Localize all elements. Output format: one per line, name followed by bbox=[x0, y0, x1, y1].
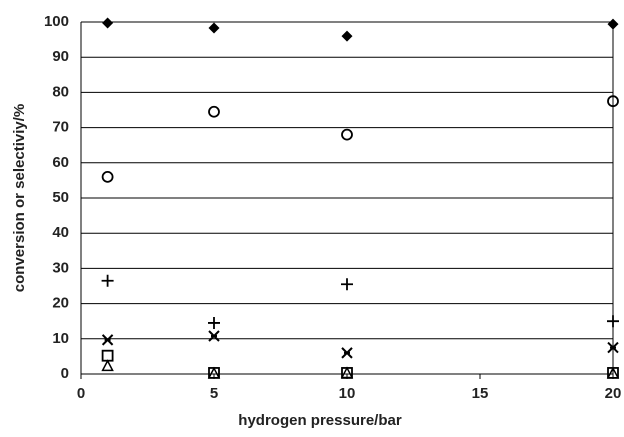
circle bbox=[341, 128, 353, 141]
y-tick-label: 80 bbox=[52, 83, 69, 100]
marker bbox=[341, 278, 353, 291]
marker bbox=[208, 330, 220, 342]
marker bbox=[341, 128, 353, 141]
x-tick-label: 0 bbox=[77, 385, 85, 402]
diamond bbox=[341, 30, 353, 42]
cross bbox=[101, 334, 114, 346]
marker bbox=[101, 334, 114, 346]
diamond bbox=[102, 17, 114, 29]
x-tick-label: 10 bbox=[339, 385, 356, 402]
y-tick-label: 10 bbox=[52, 330, 69, 347]
x-axis-title: hydrogen pressure/bar bbox=[238, 412, 402, 429]
cross bbox=[341, 347, 353, 359]
square bbox=[101, 349, 114, 362]
triangle bbox=[101, 359, 114, 372]
marker bbox=[101, 359, 114, 372]
marker bbox=[208, 105, 220, 118]
cross bbox=[607, 341, 619, 354]
marker bbox=[208, 316, 220, 329]
marker bbox=[102, 17, 114, 29]
y-tick-label: 30 bbox=[52, 259, 69, 276]
triangle bbox=[207, 366, 221, 379]
x-tick-label: 20 bbox=[605, 385, 622, 402]
circle bbox=[101, 170, 114, 183]
marker bbox=[101, 274, 114, 287]
circle bbox=[607, 95, 619, 108]
y-tick-label: 60 bbox=[52, 154, 69, 171]
y-tick-label: 90 bbox=[52, 48, 69, 65]
diamond bbox=[208, 22, 220, 34]
marker bbox=[101, 349, 114, 362]
marker bbox=[341, 30, 353, 42]
plus bbox=[208, 316, 220, 329]
y-axis-title: conversion or selectiviy/% bbox=[11, 104, 28, 292]
y-tick-label: 50 bbox=[52, 189, 69, 206]
marker bbox=[607, 341, 619, 354]
marker bbox=[101, 170, 114, 183]
marker bbox=[606, 366, 620, 379]
y-tick-label: 20 bbox=[52, 295, 69, 312]
marker bbox=[341, 347, 353, 359]
marker bbox=[607, 18, 619, 30]
plus bbox=[341, 278, 353, 291]
y-tick-label: 100 bbox=[44, 13, 69, 30]
marker bbox=[208, 22, 220, 34]
plus bbox=[101, 274, 114, 287]
circle bbox=[208, 105, 220, 118]
marker bbox=[207, 366, 221, 379]
marker bbox=[607, 315, 619, 328]
x-tick-label: 15 bbox=[472, 385, 489, 402]
triangle bbox=[606, 366, 620, 379]
marker bbox=[340, 366, 354, 379]
triangle bbox=[340, 366, 354, 379]
diamond bbox=[607, 18, 619, 30]
y-tick-label: 70 bbox=[52, 119, 69, 136]
plus bbox=[607, 315, 619, 328]
y-tick-label: 0 bbox=[61, 365, 69, 382]
x-tick-label: 5 bbox=[210, 385, 218, 402]
cross bbox=[208, 330, 220, 342]
marker bbox=[607, 95, 619, 108]
y-tick-label: 40 bbox=[52, 224, 69, 241]
